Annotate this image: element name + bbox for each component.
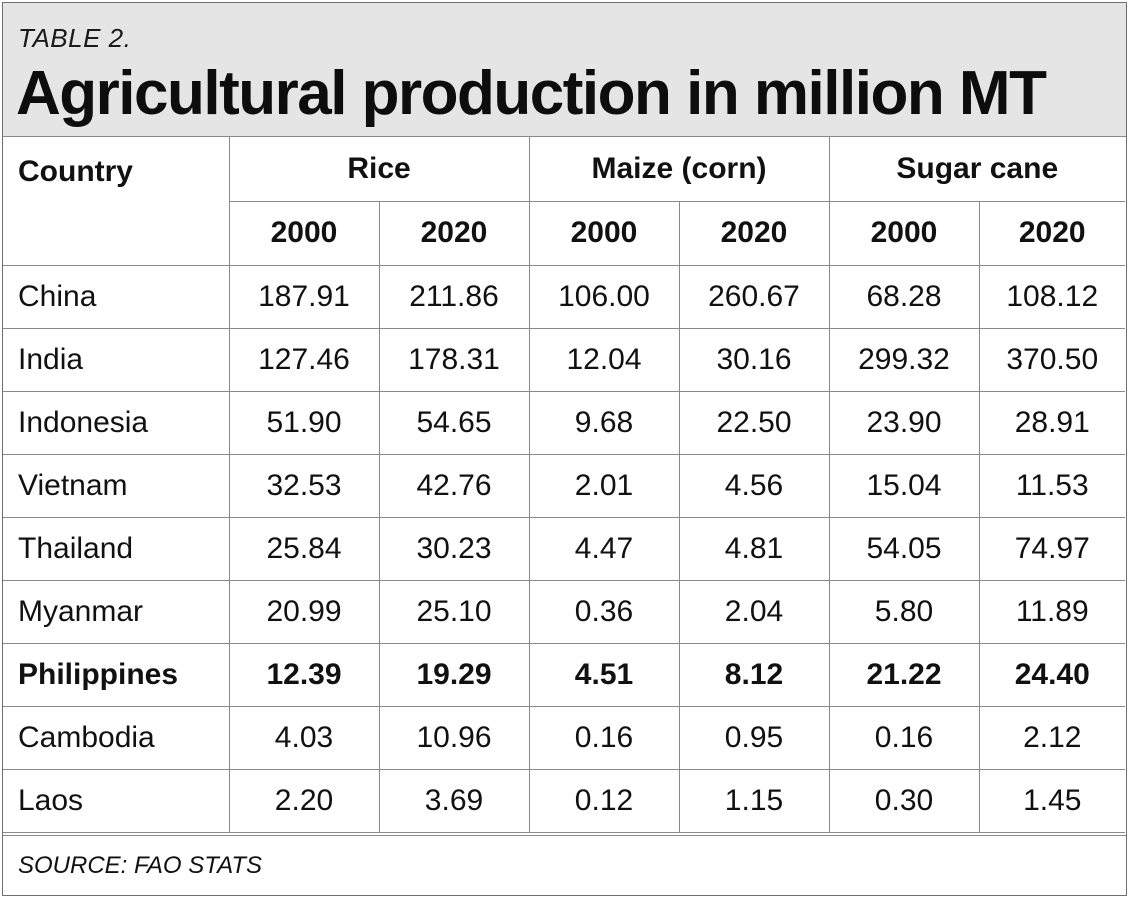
value-cell: 178.31: [378, 327, 530, 392]
value-cell: 12.04: [528, 327, 680, 392]
table-row: Vietnam 32.53 42.76 2.01 4.56 15.04 11.53: [3, 453, 1126, 518]
country-cell: Vietnam: [3, 453, 230, 518]
column-group-maize: Maize (corn): [528, 137, 830, 202]
value-cell: 2.04: [678, 579, 830, 644]
value-cell: 42.76: [378, 453, 530, 518]
value-cell: 370.50: [978, 327, 1126, 392]
column-header-year: 2020: [678, 200, 830, 266]
value-cell: 187.91: [228, 264, 380, 329]
column-header-year: 2020: [378, 200, 530, 266]
value-cell: 19.29: [378, 642, 530, 707]
country-cell: Thailand: [3, 516, 230, 581]
value-cell: 2.20: [228, 768, 380, 833]
value-cell: 1.15: [678, 768, 830, 833]
value-cell: 0.16: [528, 705, 680, 770]
value-cell: 0.12: [528, 768, 680, 833]
value-cell: 0.95: [678, 705, 830, 770]
country-cell: Cambodia: [3, 705, 230, 770]
value-cell: 108.12: [978, 264, 1126, 329]
value-cell: 2.12: [978, 705, 1126, 770]
value-cell: 4.56: [678, 453, 830, 518]
value-cell: 4.47: [528, 516, 680, 581]
value-cell: 24.40: [978, 642, 1126, 707]
value-cell: 25.10: [378, 579, 530, 644]
column-group-rice: Rice: [228, 137, 530, 202]
column-header-country: Country: [3, 137, 230, 266]
value-cell: 5.80: [828, 579, 980, 644]
table-row: Laos 2.20 3.69 0.12 1.15 0.30 1.45: [3, 768, 1126, 833]
value-cell: 22.50: [678, 390, 830, 455]
column-header-year: 2000: [229, 200, 380, 266]
value-cell: 211.86: [378, 264, 530, 329]
column-header-year: 2020: [978, 200, 1126, 266]
value-cell: 20.99: [228, 579, 380, 644]
table-row: Cambodia 4.03 10.96 0.16 0.95 0.16 2.12: [3, 705, 1126, 770]
value-cell: 28.91: [978, 390, 1126, 455]
value-cell: 260.67: [678, 264, 830, 329]
value-cell: 9.68: [528, 390, 680, 455]
value-cell: 299.32: [828, 327, 980, 392]
value-cell: 127.46: [228, 327, 380, 392]
value-cell: 0.16: [828, 705, 980, 770]
country-cell: China: [3, 264, 230, 329]
table-row: India 127.46 178.31 12.04 30.16 299.32 370.50: [3, 327, 1126, 392]
value-cell: 21.22: [828, 642, 980, 707]
value-cell: 30.23: [378, 516, 530, 581]
value-cell: 1.45: [978, 768, 1126, 833]
table-row: Philippines 12.39 19.29 4.51 8.12 21.22 24.40: [3, 642, 1126, 707]
value-cell: 54.05: [828, 516, 980, 581]
table-header: TABLE 2. Agricultural production in mill…: [3, 3, 1126, 137]
table-row: China 187.91 211.86 106.00 260.67 68.28 108.12: [3, 264, 1126, 329]
country-cell: Philippines: [3, 642, 230, 707]
value-cell: 15.04: [828, 453, 980, 518]
value-cell: 4.81: [678, 516, 830, 581]
country-cell: Myanmar: [3, 579, 230, 644]
table-label: TABLE 2.: [18, 23, 132, 53]
value-cell: 3.69: [378, 768, 530, 833]
column-header-year: 2000: [528, 200, 680, 266]
country-cell: India: [3, 327, 230, 392]
value-cell: 4.51: [528, 642, 680, 707]
value-cell: 8.12: [678, 642, 830, 707]
value-cell: 0.36: [528, 579, 680, 644]
value-cell: 10.96: [378, 705, 530, 770]
column-header-year: 2000: [828, 200, 980, 266]
value-cell: 12.39: [228, 642, 380, 707]
source-text: SOURCE: FAO STATS: [18, 852, 263, 879]
table-row: Indonesia 51.90 54.65 9.68 22.50 23.90 28.91: [3, 390, 1126, 455]
value-cell: 54.65: [378, 390, 530, 455]
table-title: Agricultural production in million MT: [16, 59, 1047, 128]
value-cell: 106.00: [528, 264, 680, 329]
value-cell: 68.28: [828, 264, 980, 329]
source-note: SOURCE: FAO STATS: [3, 835, 1126, 895]
value-cell: 4.03: [228, 705, 380, 770]
value-cell: 32.53: [228, 453, 380, 518]
value-cell: 11.89: [978, 579, 1126, 644]
value-cell: 2.01: [528, 453, 680, 518]
value-cell: 30.16: [678, 327, 830, 392]
country-cell: Indonesia: [3, 390, 230, 455]
value-cell: 23.90: [828, 390, 980, 455]
table-row: Myanmar 20.99 25.10 0.36 2.04 5.80 11.89: [3, 579, 1126, 644]
country-cell: Laos: [3, 768, 230, 833]
table-row: Thailand 25.84 30.23 4.47 4.81 54.05 74.97: [3, 516, 1126, 581]
value-cell: 25.84: [228, 516, 380, 581]
column-group-sugar-cane: Sugar cane: [828, 137, 1126, 202]
value-cell: 0.30: [828, 768, 980, 833]
value-cell: 74.97: [978, 516, 1126, 581]
value-cell: 51.90: [228, 390, 380, 455]
production-table: Country Rice Maize (corn) Sugar cane 200…: [3, 137, 1126, 833]
value-cell: 11.53: [978, 453, 1126, 518]
